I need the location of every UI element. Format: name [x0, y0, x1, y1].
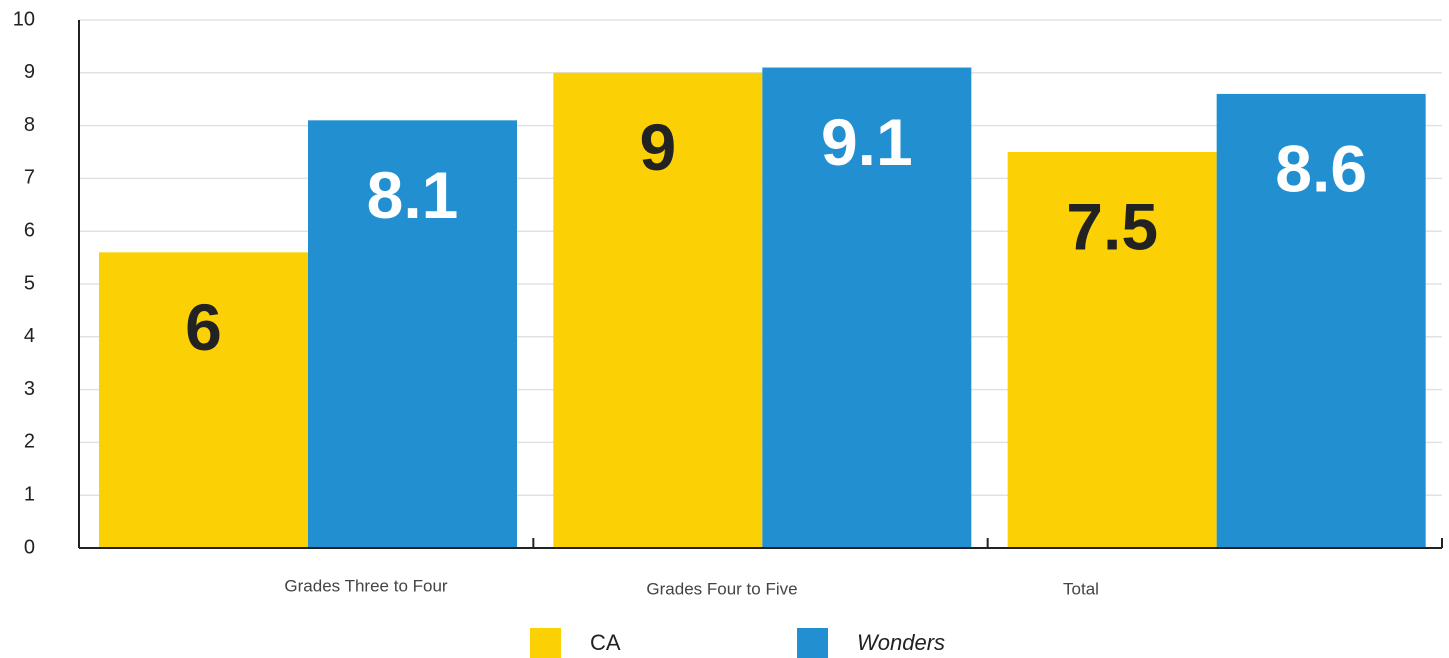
x-tick-label: Grades Three to Four	[284, 576, 447, 595]
y-tick-label: 9	[24, 61, 35, 83]
y-tick-label: 8	[24, 114, 35, 136]
data-label: 7.5	[1066, 189, 1158, 263]
y-tick-label: 10	[13, 8, 35, 30]
x-tick-label: Grades Four to Five	[646, 579, 797, 598]
y-tick-label: 5	[24, 272, 35, 294]
bar	[308, 120, 517, 548]
y-tick-label: 2	[24, 431, 35, 453]
bar	[762, 67, 972, 549]
data-label: 8.1	[367, 158, 459, 232]
y-tick-label: 1	[24, 483, 35, 505]
x-tick-label: Total	[1063, 579, 1099, 598]
data-label: 9	[639, 110, 676, 184]
bar	[1007, 152, 1217, 548]
bar	[553, 72, 763, 549]
data-label: 9.1	[821, 105, 913, 179]
legend-swatch	[797, 628, 828, 658]
y-tick-label: 4	[24, 325, 35, 347]
y-tick-label: 7	[24, 167, 35, 189]
bar	[1216, 93, 1426, 549]
y-tick-label: 3	[24, 378, 35, 400]
bar	[99, 252, 308, 548]
y-tick-label: 0	[24, 536, 35, 558]
legend-label: Wonders	[857, 630, 945, 655]
data-label: 6	[185, 290, 222, 364]
legend-swatch	[530, 628, 561, 658]
data-label: 8.6	[1275, 131, 1367, 205]
legend-label: CA	[590, 630, 621, 655]
y-tick-label: 6	[24, 219, 35, 241]
